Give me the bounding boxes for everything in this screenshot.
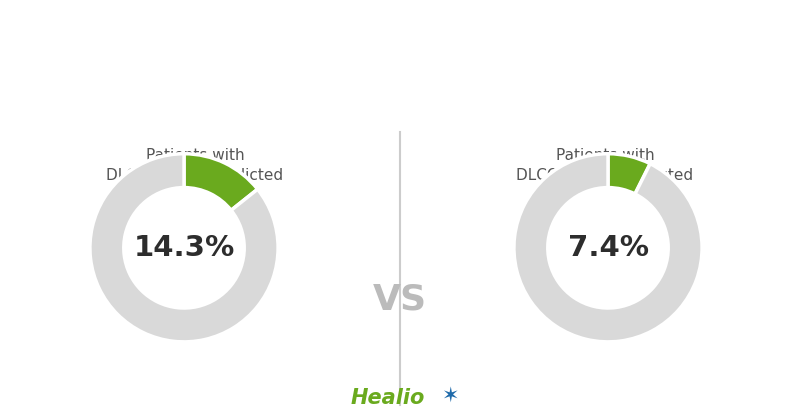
Text: 7.4%: 7.4% <box>567 234 649 262</box>
Text: Mean CT severity scores 3 months after hospitalization: Mean CT severity scores 3 months after h… <box>108 38 692 58</box>
Text: ✶: ✶ <box>442 386 458 406</box>
Wedge shape <box>608 154 650 194</box>
Wedge shape <box>514 154 702 342</box>
Text: due to COVID-19 associated hyperinflammation:: due to COVID-19 associated hyperinflamma… <box>145 85 655 104</box>
Text: Healio: Healio <box>351 388 425 408</box>
Wedge shape <box>184 154 258 210</box>
Text: 14.3%: 14.3% <box>134 234 234 262</box>
Text: VS: VS <box>373 283 427 317</box>
Text: Patients with: Patients with <box>146 148 244 163</box>
Text: Patients with: Patients with <box>556 148 654 163</box>
Wedge shape <box>90 154 278 342</box>
Text: DLCO < 40% predicted: DLCO < 40% predicted <box>106 168 283 183</box>
Text: DLCO > 80% predicted: DLCO > 80% predicted <box>517 168 694 183</box>
